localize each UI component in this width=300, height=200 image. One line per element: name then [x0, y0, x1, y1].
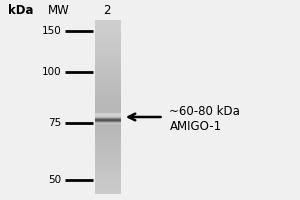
Text: AMIGO-1: AMIGO-1: [169, 120, 222, 134]
Text: 50: 50: [48, 175, 62, 185]
Text: MW: MW: [48, 4, 69, 18]
Text: 100: 100: [42, 67, 62, 77]
Text: 2: 2: [103, 4, 110, 18]
Text: 75: 75: [48, 118, 62, 128]
Text: kDa: kDa: [8, 4, 34, 18]
Text: ~60-80 kDa: ~60-80 kDa: [169, 105, 240, 118]
Text: 150: 150: [42, 26, 62, 36]
